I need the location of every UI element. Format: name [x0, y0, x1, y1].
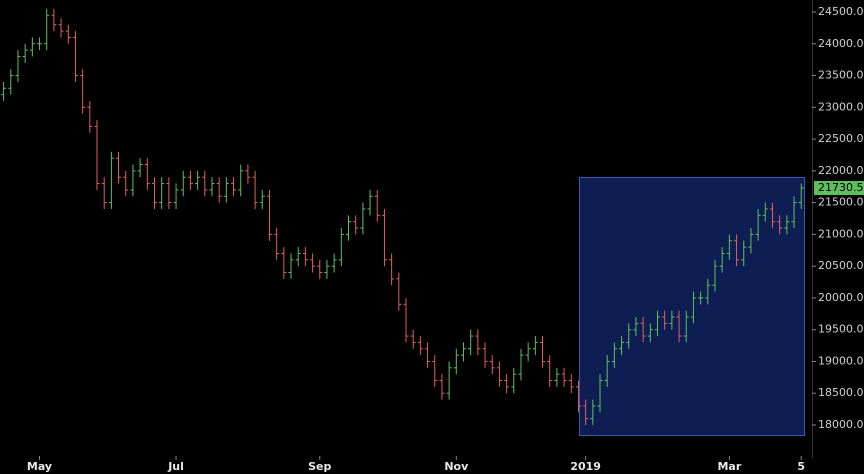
- x-tick-label: Jul: [167, 460, 184, 473]
- last-price-label: 21730.50: [818, 181, 864, 194]
- y-tick-label: 23500.00: [818, 69, 864, 82]
- x-tick-label: May: [27, 460, 52, 473]
- y-tick-label: 24500.00: [818, 5, 864, 18]
- x-tick-label: Nov: [444, 460, 469, 473]
- last-price-box: [814, 180, 864, 195]
- y-tick-label: 19500.00: [818, 323, 864, 336]
- y-tick-label: 22000.00: [818, 164, 864, 177]
- y-tick-label: 23000.00: [818, 100, 864, 113]
- x-tick-label: Mar: [717, 460, 741, 473]
- y-tick-label: 22500.00: [818, 132, 864, 145]
- y-tick-label: 21000.00: [818, 227, 864, 240]
- x-tick-label: 2019: [570, 460, 601, 473]
- x-tick-label: Sep: [308, 460, 331, 473]
- y-tick-label: 18000.00: [818, 418, 864, 431]
- y-tick-label: 24000.00: [818, 37, 864, 50]
- y-tick-label: 20500.00: [818, 259, 864, 272]
- y-tick-label: 19000.00: [818, 354, 864, 367]
- y-tick-label: 20000.00: [818, 291, 864, 304]
- x-tick-label: 5: [797, 460, 805, 473]
- y-tick-label: 21500.00: [818, 196, 864, 209]
- y-tick-label: 18500.00: [818, 386, 864, 399]
- highlight-box: [579, 177, 805, 436]
